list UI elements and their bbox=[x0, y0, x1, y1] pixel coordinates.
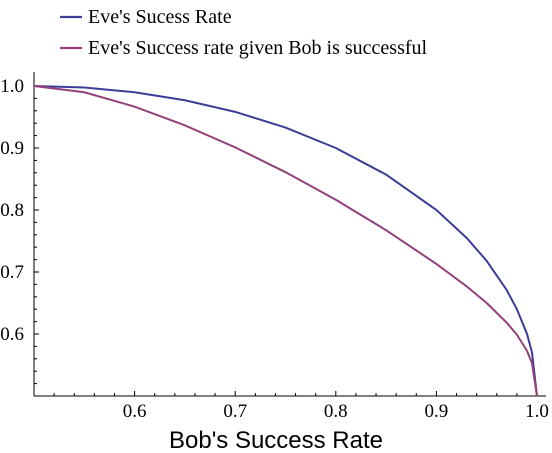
legend-label-eve-success-rate: Eve's Sucess Rate bbox=[88, 6, 232, 28]
x-axis-ticks bbox=[33, 391, 538, 396]
x-axis-title: Bob's Success Rate bbox=[169, 427, 383, 453]
x-axis-tick-labels: 0.6 0.7 0.8 0.9 1.0 bbox=[123, 401, 549, 422]
x-tick-label: 1.0 bbox=[525, 401, 549, 422]
y-axis-tick-labels: 1.0 0.9 0.8 0.7 0.6 bbox=[0, 76, 24, 345]
legend: Eve's Sucess Rate Eve's Success rate giv… bbox=[60, 6, 428, 59]
x-tick-label: 0.8 bbox=[324, 401, 348, 422]
y-axis-ticks bbox=[34, 85, 39, 397]
y-tick-label: 0.8 bbox=[0, 200, 24, 221]
x-tick-label: 0.6 bbox=[123, 401, 147, 422]
series-lines bbox=[33, 85, 538, 397]
x-tick-label: 0.9 bbox=[425, 401, 449, 422]
y-tick-label: 0.6 bbox=[0, 324, 24, 345]
x-tick-label: 0.7 bbox=[223, 401, 247, 422]
series-line-2 bbox=[33, 85, 538, 397]
y-tick-label: 0.9 bbox=[0, 138, 24, 159]
series-line-1 bbox=[33, 85, 538, 397]
y-tick-label: 0.7 bbox=[0, 262, 24, 283]
legend-label-eve-success-given-bob: Eve's Success rate given Bob is successf… bbox=[88, 37, 428, 59]
y-tick-label: 1.0 bbox=[0, 76, 24, 97]
